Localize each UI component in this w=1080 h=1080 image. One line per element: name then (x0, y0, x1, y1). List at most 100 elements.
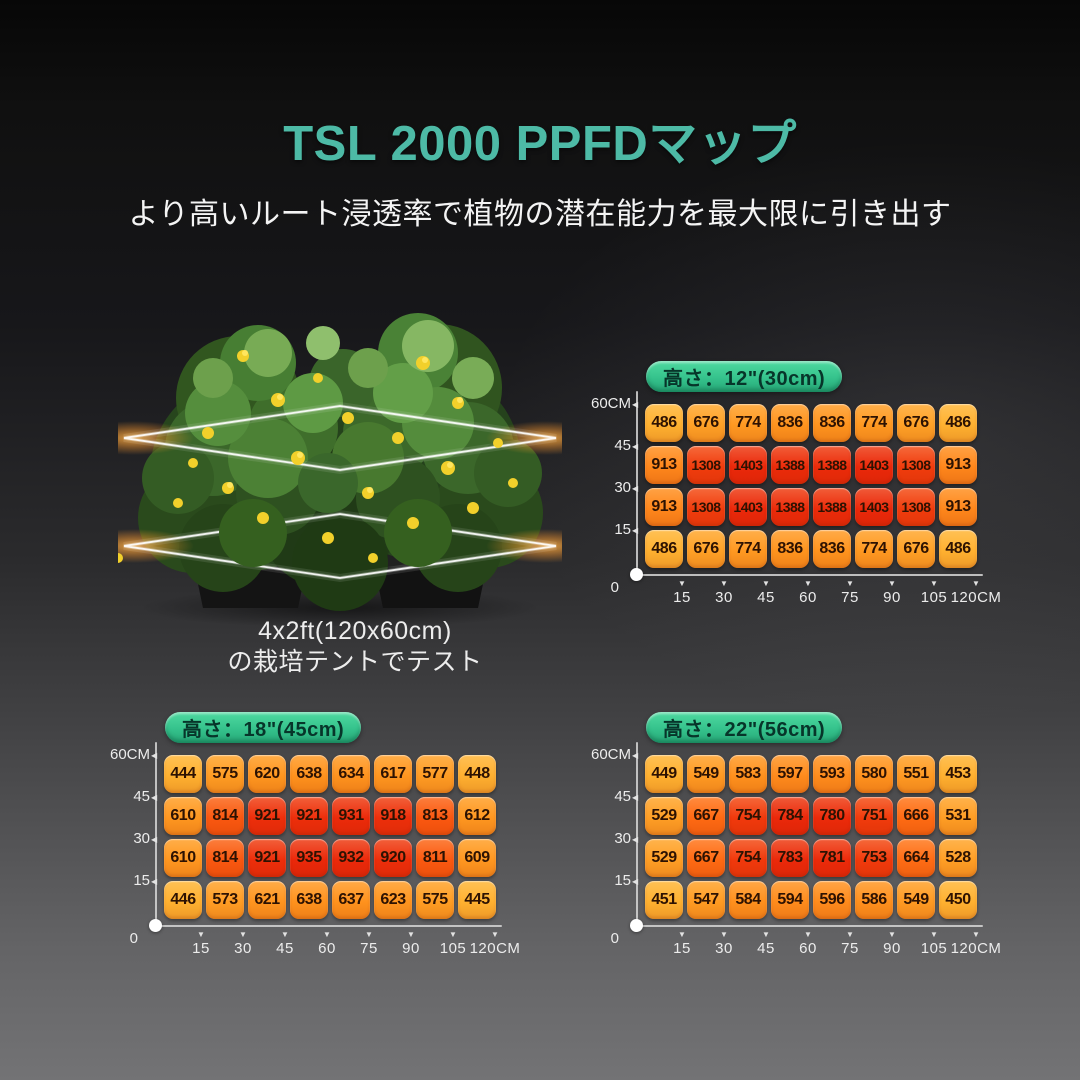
heatmap-cell: 486 (645, 530, 683, 568)
heatmap-cell: 836 (813, 404, 851, 442)
heatmap-cell: 1308 (897, 488, 935, 526)
x-axis-line (636, 925, 983, 927)
heatmap-cell: 609 (458, 839, 496, 877)
heatmap-cell: 666 (897, 797, 935, 835)
x-axis-tick: ▼ 75 (820, 579, 880, 606)
heatmap-cell: 621 (248, 881, 286, 919)
heatmap-cell: 594 (771, 881, 809, 919)
heatmap-cell: 921 (290, 797, 328, 835)
heatmap-cell: 584 (729, 881, 767, 919)
heatmap-cell: 1388 (771, 446, 809, 484)
x-axis-label: 45 (757, 589, 775, 606)
heatmap-cell: 774 (855, 530, 893, 568)
heatmap-cell: 634 (332, 755, 370, 793)
heatmap-cell: 580 (855, 755, 893, 793)
heatmap-cell: 754 (729, 839, 767, 877)
x-tick-arrow-icon: ▼ (407, 930, 415, 939)
x-axis-line (155, 925, 502, 927)
heatmap-cell: 486 (645, 404, 683, 442)
x-axis-label: 105 (920, 589, 948, 606)
x-axis-tick: ▼ 105 (904, 930, 964, 957)
heatmap-cell: 623 (374, 881, 412, 919)
y-tick-arrow-icon: ◀ (632, 400, 639, 409)
heatmap-cell: 637 (332, 881, 370, 919)
x-tick-arrow-icon: ▼ (762, 579, 770, 588)
x-axis-tick: ▼ 120CM (946, 579, 1006, 606)
heatmap-cell: 1403 (729, 488, 767, 526)
heatmap-cell: 610 (164, 797, 202, 835)
heatmap-cell: 676 (687, 530, 725, 568)
heatmap-cell: 921 (248, 839, 286, 877)
x-tick-arrow-icon: ▼ (197, 930, 205, 939)
y-tick-arrow-icon: ◀ (151, 751, 158, 760)
heatmap-cell: 1308 (687, 446, 725, 484)
page-title: TSL 2000 PPFDマップ (283, 117, 797, 171)
heatmap-cell: 486 (939, 404, 977, 442)
x-tick-arrow-icon: ▼ (678, 930, 686, 939)
heatmap-grid: 449 549 583 597 593 580 551 453 529 667 754 784 780 7… (645, 755, 977, 919)
x-axis-label: 90 (402, 940, 420, 957)
heatmap-cell: 448 (458, 755, 496, 793)
x-axis-label: 105 (920, 940, 948, 957)
x-tick-arrow-icon: ▼ (888, 579, 896, 588)
x-tick-arrow-icon: ▼ (365, 930, 373, 939)
x-axis-tick: ▼ 30 (213, 930, 273, 957)
heatmap-cell: 446 (164, 881, 202, 919)
x-tick-arrow-icon: ▼ (491, 930, 499, 939)
heatmap-cell: 1403 (855, 488, 893, 526)
y-tick-arrow-icon: ◀ (151, 793, 158, 802)
heatmap-cell: 549 (687, 755, 725, 793)
y-axis-label: 30 (133, 830, 150, 847)
heatmap-cell: 450 (939, 881, 977, 919)
x-axis-tick: ▼ 15 (652, 930, 712, 957)
heatmap-cell: 920 (374, 839, 412, 877)
heatmap-grid: 486 676 774 836 836 774 676 486 913 1308 1403 1388 1… (645, 404, 977, 568)
x-axis-label: 15 (673, 940, 691, 957)
heatmap-cell: 814 (206, 839, 244, 877)
x-axis-tick: ▼ 120CM (946, 930, 1006, 957)
heatmap-cell: 573 (206, 881, 244, 919)
heatmap-cell: 754 (729, 797, 767, 835)
heatmap-cell: 753 (855, 839, 893, 877)
heatmap-cell: 913 (645, 446, 683, 484)
heatmap-cell: 676 (897, 530, 935, 568)
x-axis-label: 120CM (469, 940, 521, 957)
height-label-pill: 高さ：22"(56cm) (646, 712, 843, 743)
heatmap-cell: 1388 (813, 446, 851, 484)
heatmap-cell: 549 (897, 881, 935, 919)
x-tick-arrow-icon: ▼ (930, 579, 938, 588)
heatmap-cell: 784 (771, 797, 809, 835)
x-tick-arrow-icon: ▼ (804, 579, 812, 588)
heatmap-cell: 836 (771, 404, 809, 442)
heatmap-cell: 1388 (813, 488, 851, 526)
heatmap-cell: 575 (416, 881, 454, 919)
x-axis-label: 60 (799, 940, 817, 957)
x-axis-tick: ▼ 60 (778, 579, 838, 606)
heatmap-cell: 449 (645, 755, 683, 793)
ppfd-chart-22in: 高さ：22"(56cm) 449 549 583 597 593 580 551 453 529 6… (575, 706, 1015, 966)
x-axis-tick: ▼ 30 (694, 579, 754, 606)
ppfd-chart-18in: 高さ：18"(45cm) 444 575 620 638 634 617 577 448 610 8… (94, 706, 534, 966)
x-tick-arrow-icon: ▼ (281, 930, 289, 939)
y-tick-arrow-icon: ◀ (632, 835, 639, 844)
x-axis-tick: ▼ 45 (255, 930, 315, 957)
x-axis-label: 75 (841, 940, 859, 957)
heatmap-cell: 445 (458, 881, 496, 919)
heatmap-cell: 1403 (729, 446, 767, 484)
heatmap-cell: 781 (813, 839, 851, 877)
y-axis-label: 0 (610, 579, 619, 596)
heatmap-cell: 783 (771, 839, 809, 877)
height-label: 高さ：12"(30cm) (663, 368, 826, 390)
x-axis-tick: ▼ 90 (381, 930, 441, 957)
grow-tent-plants-illustration (74, 313, 606, 628)
y-axis-label: 60CM (109, 746, 150, 763)
y-tick-arrow-icon: ◀ (632, 484, 639, 493)
x-tick-arrow-icon: ▼ (762, 930, 770, 939)
x-axis-tick: ▼ 75 (339, 930, 399, 957)
heatmap-cell: 610 (164, 839, 202, 877)
heatmap-cell: 1308 (897, 446, 935, 484)
x-axis-tick: ▼ 60 (297, 930, 357, 957)
x-axis-tick: ▼ 15 (171, 930, 231, 957)
y-axis-label: 0 (129, 930, 138, 947)
x-axis-label: 30 (234, 940, 252, 957)
